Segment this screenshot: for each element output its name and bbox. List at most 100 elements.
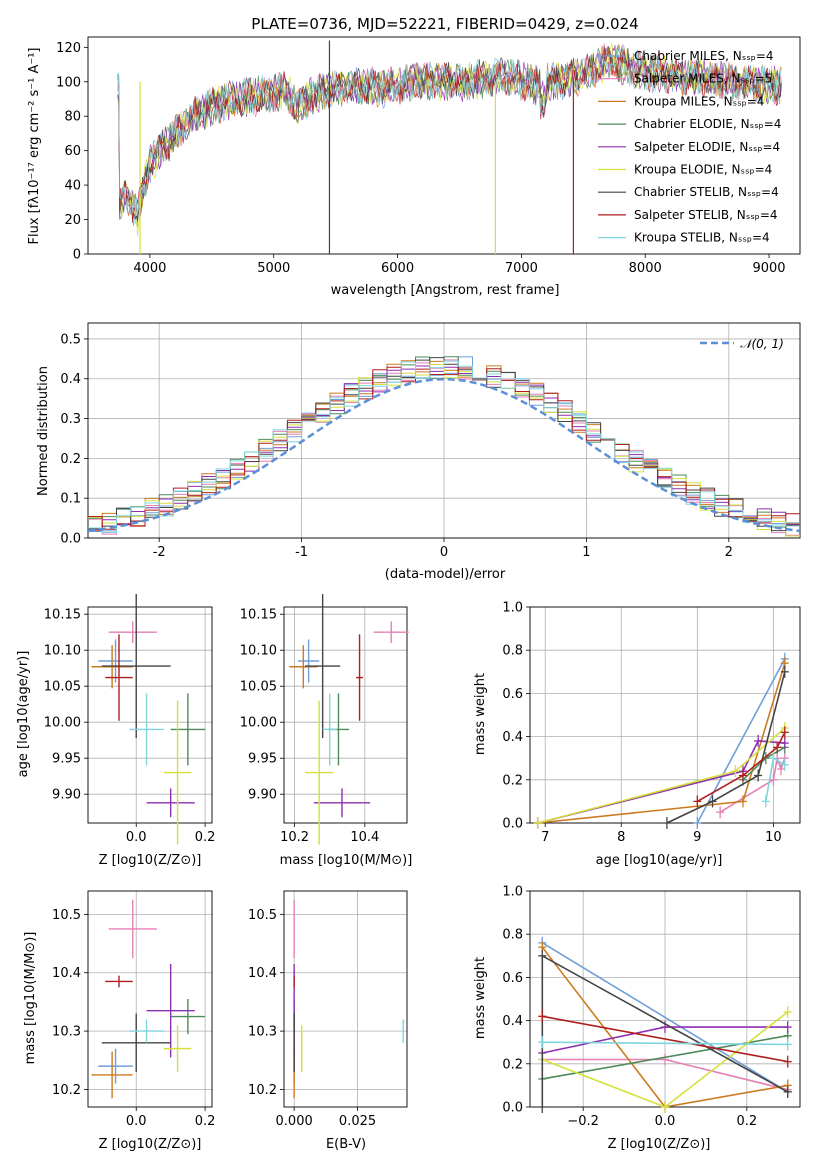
- legend-label: Chabrier STELIB, Nₛₛₚ=4: [634, 185, 779, 199]
- age-vs-mass-axes: 10.2 10.4 9.90 9.95 10.00 10.05 10.10 10.15: [240, 606, 408, 845]
- age-vs-z-xtick-label: 0.0: [126, 830, 147, 845]
- residuals-ytick-label: 0.2: [60, 452, 81, 467]
- spectrum-lines: [117, 40, 782, 254]
- age-vs-mass-ytick-label: 9.90: [248, 788, 277, 803]
- mass-weight-vs-age-series-line: [666, 671, 786, 824]
- mass-weight-vs-z-xtick-label: −0.2: [567, 1114, 599, 1129]
- mass-weight-vs-age-ytick-label: 0.6: [502, 687, 523, 702]
- spectrum-xtick-label: 8000: [629, 261, 662, 276]
- mass-weight-vs-z-ytick-label: 1.0: [502, 885, 523, 900]
- mass-vs-z-frame: [87, 890, 213, 1108]
- residuals-xtick-label: -2: [153, 545, 166, 560]
- age-vs-mass-panel: mass [log10(M/M⊙)]: [280, 853, 413, 868]
- legend-label: Kroupa MILES, Nₛₛₚ=4: [634, 94, 764, 108]
- mass-vs-z-ytick-label: 10.5: [52, 908, 81, 923]
- normal-curve: [87, 377, 801, 533]
- spectrum-panel: PLATE=0736, MJD=52221, FIBERID=0429, z=0…: [251, 15, 638, 298]
- mass-weight-vs-z-series-line: [542, 1041, 788, 1046]
- mass-weight-vs-z-lines: [538, 936, 792, 1113]
- legend-label: Salpeter MILES, Nₛₛₚ=5: [634, 72, 772, 86]
- mass-weight-vs-z-ytick-label: 0.4: [502, 1014, 523, 1029]
- spectrum-legend: Chabrier MILES, Nₛₛₚ=4 Salpeter MILES, Nₛ…: [598, 49, 781, 245]
- mass-vs-z-ylabel: mass [log10(M/M⊙)]: [23, 932, 38, 1065]
- mass-weight-vs-z-ytick-label: 0.0: [502, 1101, 523, 1116]
- mass-weight-vs-age-ytick-label: 1.0: [502, 601, 523, 616]
- mass-weight-vs-age-series-line: [537, 662, 786, 824]
- mass-vs-ebv-frame: [283, 890, 408, 1108]
- age-vs-z-xtick-label: 0.2: [195, 830, 216, 845]
- mass-vs-ebv-xlabel: E(B-V): [326, 1137, 366, 1152]
- mass-vs-ebv-xtick-label: 0.000: [276, 1114, 313, 1129]
- residuals-xtick-label: 2: [725, 545, 733, 560]
- spectrum-series-line: [117, 45, 782, 214]
- legend-label: Kroupa ELODIE, Nₛₛₚ=4: [634, 163, 772, 177]
- mass-vs-ebv-ytick-label: 10.4: [248, 966, 277, 981]
- mass-vs-z-points: [91, 899, 206, 1099]
- spectrum-ytick-label: 100: [56, 75, 81, 90]
- residuals-ylabel: Normed distribution: [36, 366, 51, 496]
- residual-hists: 𝒩(0, 1): [87, 337, 801, 537]
- age-vs-mass-ytick-label: 9.95: [248, 752, 277, 767]
- spectrum-ytick-label: 120: [56, 41, 81, 56]
- age-vs-z-frame: [87, 606, 213, 824]
- age-vs-z-ytick-label: 10.15: [44, 608, 81, 623]
- residuals-ytick-label: 0.1: [60, 492, 81, 507]
- spectrum-ytick-label: 40: [64, 179, 81, 194]
- age-vs-z-ytick-label: 9.95: [52, 752, 81, 767]
- residual-hist-step: [88, 366, 800, 530]
- age-vs-mass-ytick-label: 10.00: [240, 716, 277, 731]
- mass-weight-vs-age-panel: age [log10(age/yr)] mass weight: [473, 673, 722, 868]
- age-vs-z-ytick-label: 10.05: [44, 680, 81, 695]
- mass-weight-vs-z-series-line: [542, 1015, 788, 1063]
- age-vs-mass-frame: [283, 606, 408, 824]
- spectrum-xtick-label: 6000: [381, 261, 414, 276]
- mass-weight-vs-age-ytick-label: 0.0: [502, 817, 523, 832]
- mass-weight-vs-z-ytick-label: 0.8: [502, 928, 523, 943]
- mass-weight-vs-z-panel: Z [log10(Z/Z⊙)] mass weight: [473, 957, 710, 1152]
- mass-weight-vs-age-ytick-label: 0.4: [502, 730, 523, 745]
- mass-vs-ebv-xtick-label: 0.025: [339, 1114, 376, 1129]
- mass-weight-vs-age-xtick-label: 7: [541, 830, 549, 845]
- mass-weight-vs-age-lines: [533, 652, 789, 829]
- mass-weight-vs-age-series-line: [719, 755, 786, 813]
- mass-weight-vs-age-xtick-label: 10: [765, 830, 782, 845]
- age-vs-z-ytick-label: 9.90: [52, 788, 81, 803]
- age-vs-mass-xtick-label: 10.2: [280, 830, 309, 845]
- mass-weight-vs-z-xlabel: Z [log10(Z/Z⊙)]: [608, 1137, 711, 1152]
- spectrum-xtick-label: 4000: [133, 261, 166, 276]
- residual-hist-step: [88, 360, 800, 533]
- legend-label: Chabrier MILES, Nₛₛₚ=4: [634, 49, 774, 63]
- residuals-xlabel: (data-model)/error: [385, 567, 506, 582]
- mass-vs-ebv-panel: E(B-V): [326, 1137, 366, 1152]
- spectrum-title: PLATE=0736, MJD=52221, FIBERID=0429, z=0…: [251, 15, 638, 33]
- spectrum-ytick-label: 80: [64, 110, 81, 125]
- spectrum-xtick-label: 9000: [752, 261, 785, 276]
- age-vs-mass-ytick-label: 10.15: [240, 608, 277, 623]
- mass-vs-z-ytick-label: 10.2: [52, 1083, 81, 1098]
- residuals-frame: [87, 322, 801, 539]
- residuals-ytick-label: 0.4: [60, 372, 81, 387]
- age-vs-z-points: [91, 594, 206, 845]
- mass-weight-vs-z-ytick-label: 0.6: [502, 971, 523, 986]
- residuals-ytick-label: 0.0: [60, 532, 81, 547]
- age-vs-mass-ytick-label: 10.10: [240, 644, 277, 659]
- age-vs-z-ytick-label: 10.00: [44, 716, 81, 731]
- mass-weight-vs-z-xtick-label: 0.0: [655, 1114, 676, 1129]
- spectrum-axes: 4000 5000 6000 7000 8000 9000 0 20 40 60 80 100 120: [56, 36, 801, 276]
- age-vs-mass-xlabel: mass [log10(M/M⊙)]: [280, 853, 413, 868]
- spectrum-ylabel-text: Flux [fλ10⁻¹⁷ erg cm⁻² s⁻¹ A⁻¹]: [27, 48, 42, 245]
- residuals-xtick-label: 0: [440, 545, 448, 560]
- mass-vs-z-xtick-label: 0.2: [195, 1114, 216, 1129]
- mass-vs-ebv-axes: 0.000 0.025 10.2 10.3 10.4 10.5: [248, 890, 408, 1129]
- age-vs-mass-ytick-label: 10.05: [240, 680, 277, 695]
- residuals-ytick-label: 0.5: [60, 332, 81, 347]
- mass-weight-vs-age-series-line: [696, 658, 786, 824]
- age-vs-z-xlabel: Z [log10(Z/Z⊙)]: [99, 853, 202, 868]
- mass-vs-ebv-ytick-label: 10.5: [248, 908, 277, 923]
- mass-weight-vs-age-ytick-label: 0.8: [502, 644, 523, 659]
- mass-weight-vs-age-xlabel: age [log10(age/yr)]: [596, 853, 723, 868]
- mass-vs-ebv-ytick-label: 10.2: [248, 1083, 277, 1098]
- mass-weight-vs-age-xtick-label: 8: [617, 830, 625, 845]
- mass-vs-ebv-ytick-label: 10.3: [248, 1025, 277, 1040]
